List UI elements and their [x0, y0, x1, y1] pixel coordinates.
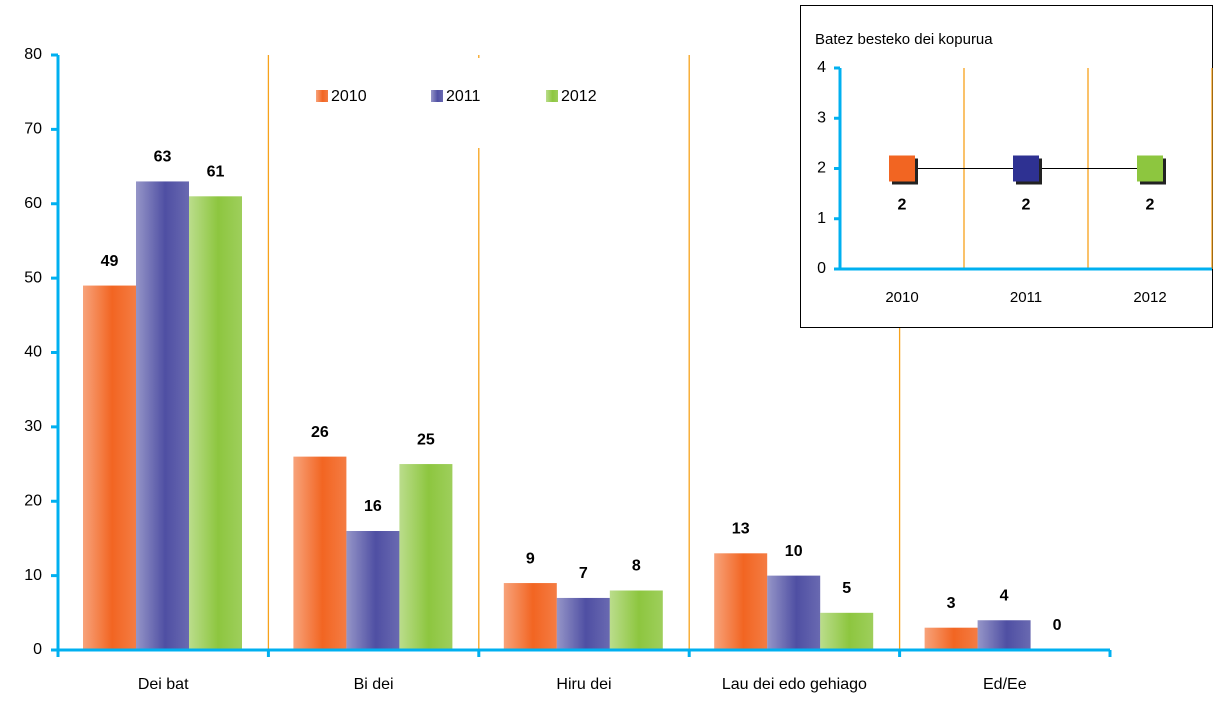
y-tick-label: 1	[817, 210, 826, 227]
y-tick-label: 2	[817, 160, 826, 177]
y-tick-label: 4	[817, 59, 826, 76]
bar	[136, 181, 189, 650]
x-tick-label: Hiru dei	[556, 676, 612, 693]
x-tick-label: Lau dei edo gehiago	[721, 676, 867, 693]
y-tick-label: 0	[817, 260, 826, 277]
y-tick-label: 80	[24, 46, 42, 63]
x-tick-label: Bi dei	[353, 676, 394, 693]
bar	[609, 590, 663, 650]
data-label: 8	[632, 558, 641, 575]
x-tick-label: 2011	[1010, 289, 1042, 306]
marker	[889, 155, 915, 182]
bar	[83, 285, 136, 650]
x-tick-label: 2010	[885, 289, 918, 306]
data-label: 4	[1000, 587, 1009, 604]
bar	[189, 196, 242, 650]
data-label: 63	[154, 149, 172, 166]
y-tick-label: 3	[817, 109, 826, 126]
data-label: 7	[579, 565, 588, 582]
bar	[767, 575, 821, 650]
y-tick-label: 30	[24, 418, 42, 435]
y-tick-label: 10	[24, 567, 42, 584]
legend-swatch	[546, 90, 558, 102]
data-label: 61	[207, 164, 225, 181]
legend-label: 2010	[331, 88, 367, 105]
bar	[977, 620, 1031, 650]
bar	[556, 597, 610, 650]
legend-swatch	[316, 90, 328, 102]
data-label: 2	[1022, 197, 1031, 214]
x-tick-label: 2012	[1133, 289, 1166, 306]
x-tick-label: Dei bat	[137, 676, 189, 693]
data-label: 3	[947, 595, 956, 612]
y-tick-label: 50	[24, 269, 42, 286]
data-label: 10	[785, 543, 803, 560]
bar	[503, 583, 557, 650]
data-label: 49	[101, 253, 119, 270]
bar	[820, 612, 874, 650]
data-label: 25	[417, 431, 435, 448]
legend-swatch	[431, 90, 443, 102]
x-tick-label: Ed/Ee	[983, 676, 1027, 693]
data-label: 0	[1053, 617, 1062, 634]
legend-label: 2012	[561, 88, 597, 105]
y-tick-label: 40	[24, 344, 42, 361]
legend-label: 2011	[446, 88, 481, 105]
bar	[293, 456, 347, 650]
data-label: 2	[1146, 197, 1155, 214]
data-label: 5	[842, 580, 851, 597]
bar	[399, 464, 453, 650]
data-label: 9	[526, 550, 535, 567]
data-label: 13	[732, 521, 750, 538]
y-tick-label: 70	[24, 121, 42, 138]
inset-title: Batez besteko dei kopurua	[815, 31, 993, 48]
legend-box	[300, 58, 630, 148]
y-tick-label: 0	[33, 641, 42, 658]
bar	[714, 553, 768, 650]
bar	[924, 627, 978, 650]
bar	[346, 531, 400, 650]
data-label: 16	[364, 498, 382, 515]
data-label: 2	[898, 197, 907, 214]
marker	[1013, 155, 1039, 182]
data-label: 26	[311, 424, 329, 441]
y-tick-label: 60	[24, 195, 42, 212]
marker	[1137, 155, 1163, 182]
y-tick-label: 20	[24, 492, 42, 509]
